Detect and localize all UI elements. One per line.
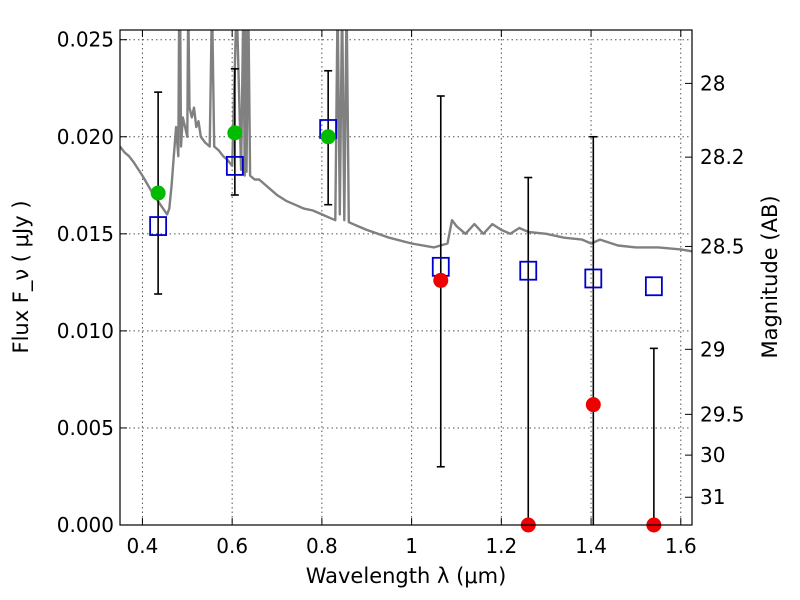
y-tick-label: 0.015: [57, 222, 114, 246]
y-tick-label: 0.020: [57, 125, 114, 149]
model-photometry-square: [225, 155, 244, 176]
nondetection-point: [433, 272, 449, 288]
x-axis-label: Wavelength λ (μm): [306, 564, 507, 588]
model-photometry-markers: [149, 119, 663, 297]
detection-point: [320, 129, 336, 145]
ticks: 0.4 0.6 0.8 1 1.2 1.4 1.6 0.000 0.005 0.010 0.015 0…: [57, 28, 745, 558]
nondetection-point: [585, 397, 601, 413]
right-tick-label: 30: [700, 443, 725, 467]
model-photometry-square: [519, 260, 538, 281]
x-tick-label: 1.6: [665, 534, 697, 558]
right-tick-label: 28.5: [700, 234, 745, 258]
y-axis-right-label: Magnitude (AB): [758, 195, 782, 358]
x-tick-label: 1.4: [575, 534, 607, 558]
y-tick-label: 0.000: [57, 513, 114, 537]
model-photometry-square: [149, 216, 168, 236]
y-axis-label: Flux F_ν ( μJy ): [9, 200, 34, 353]
x-tick-label: 1: [405, 534, 418, 558]
model-spectrum-line: [120, 30, 692, 253]
right-tick-label: 29: [700, 337, 725, 361]
grid: [120, 30, 692, 526]
right-tick-label: 31: [700, 485, 725, 509]
y-tick-label: 0.005: [57, 416, 114, 440]
right-tick-label: 28.2: [700, 145, 745, 169]
y-tick-label: 0.025: [57, 28, 114, 52]
y-tick-label: 0.010: [57, 319, 114, 343]
plot-frame: [119, 29, 693, 526]
x-tick-label: 1.2: [485, 534, 517, 558]
right-tick-label: 29.5: [700, 402, 745, 426]
model-photometry-square: [644, 276, 663, 297]
x-tick-label: 0.4: [127, 534, 159, 558]
model-photometry-square: [584, 268, 603, 289]
observed-flux-markers: [150, 125, 662, 533]
x-tick-label: 0.6: [216, 534, 248, 558]
detection-point: [150, 185, 166, 201]
detection-point: [227, 125, 243, 141]
x-tick-label: 0.8: [306, 534, 338, 558]
right-tick-label: 28: [700, 71, 725, 95]
model-spectrum: [120, 30, 692, 253]
